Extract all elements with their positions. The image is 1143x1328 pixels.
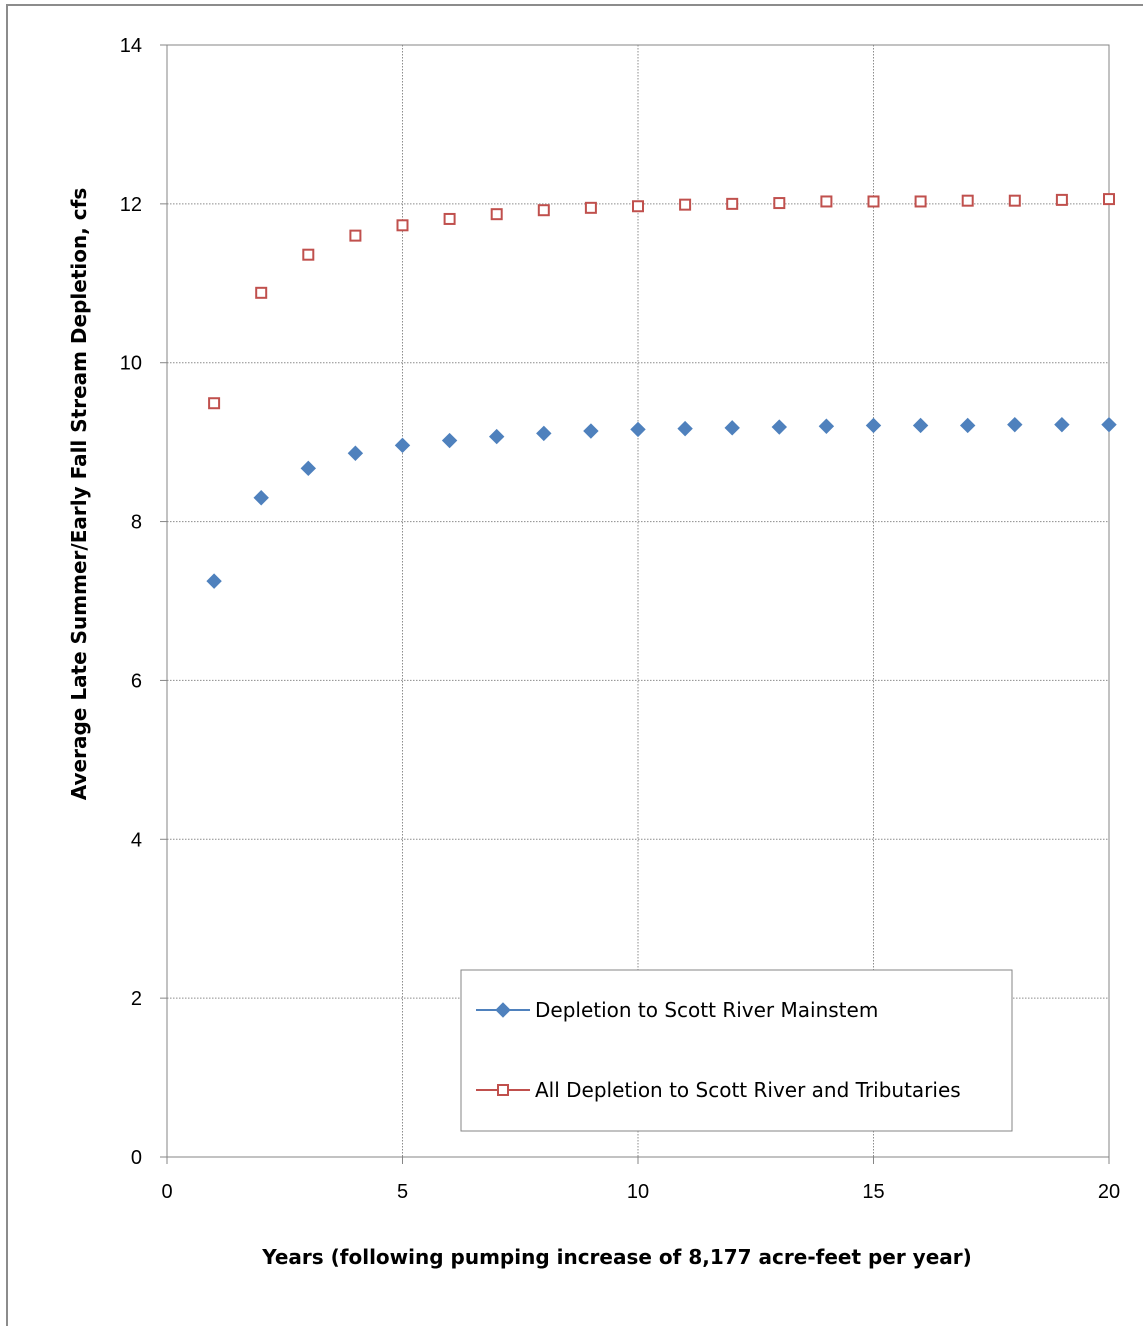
legend-box [460,969,1013,1132]
y-tick-label: 8 [131,512,142,534]
series-2 [208,193,1115,410]
x-tick-label: 20 [1098,1181,1120,1203]
data-point [302,248,315,261]
y-axis-title: Average Late Summer/Early Fall Stream De… [67,188,91,801]
data-point [961,194,974,207]
y-tick-label: 10 [120,353,142,375]
data-point [771,419,788,435]
legend: Depletion to Scott River Mainstem All Dep… [460,969,1013,1132]
data-point [1055,193,1068,206]
data-point [583,423,599,439]
y-tick-label: 12 [120,194,142,216]
data-point [867,195,880,208]
data-point [630,421,646,438]
x-axis-title: Years (following pumping increase of 8,1… [261,1245,972,1269]
data-point [255,286,268,299]
data-point [1101,416,1117,433]
legend-marker [495,1002,511,1018]
data-point [488,428,505,445]
data-point [818,418,835,434]
y-tick-label: 4 [131,829,142,851]
data-point [396,219,409,232]
data-point [677,420,693,437]
data-point [912,417,929,434]
x-tick-label: 10 [627,1181,649,1203]
data-point [208,397,221,410]
series-1 [206,416,1117,589]
data-point [300,460,317,477]
legend-label: Depletion to Scott River Mainstem [535,998,878,1022]
data-point [206,573,222,589]
scatter-chart: 0 2 4 6 8 10 12 14 0 5 10 15 20 Years (following pum… [67,35,1120,1269]
data-point [490,208,503,221]
y-tick-label: 2 [131,988,142,1010]
data-point [394,437,411,454]
data-point [1103,193,1115,206]
data-point [1054,416,1070,433]
data-point [347,445,364,461]
y-tick-label: 6 [131,670,142,692]
data-point [632,200,644,213]
legend-marker [497,1084,509,1096]
x-tick-label: 5 [397,1181,408,1203]
data-point [443,212,456,225]
data-point [724,420,740,436]
data-point [349,229,362,242]
data-point [726,197,739,210]
data-point [773,197,786,210]
data-point [865,417,882,434]
data-point [820,195,833,208]
data-point [253,490,269,506]
data-point [959,417,976,434]
legend-label: All Depletion to Scott River and Tributa… [535,1078,961,1102]
x-tick-label: 15 [862,1181,884,1203]
y-tick-label: 14 [120,35,142,57]
x-tick-label: 0 [161,1181,172,1203]
chart-frame: 0 2 4 6 8 10 12 14 0 5 10 15 20 Years (following pum… [6,4,1143,1326]
data-point [679,198,692,211]
data-point [536,425,552,442]
data-point [537,204,550,217]
data-series [206,193,1117,589]
data-point [914,195,927,208]
data-point [1007,416,1023,433]
tick-labels: 0 2 4 6 8 10 12 14 0 5 10 15 20 [120,35,1120,1203]
y-tick-label: 0 [131,1147,142,1169]
data-point [441,432,458,449]
data-point [584,201,597,214]
data-point [1008,194,1021,207]
